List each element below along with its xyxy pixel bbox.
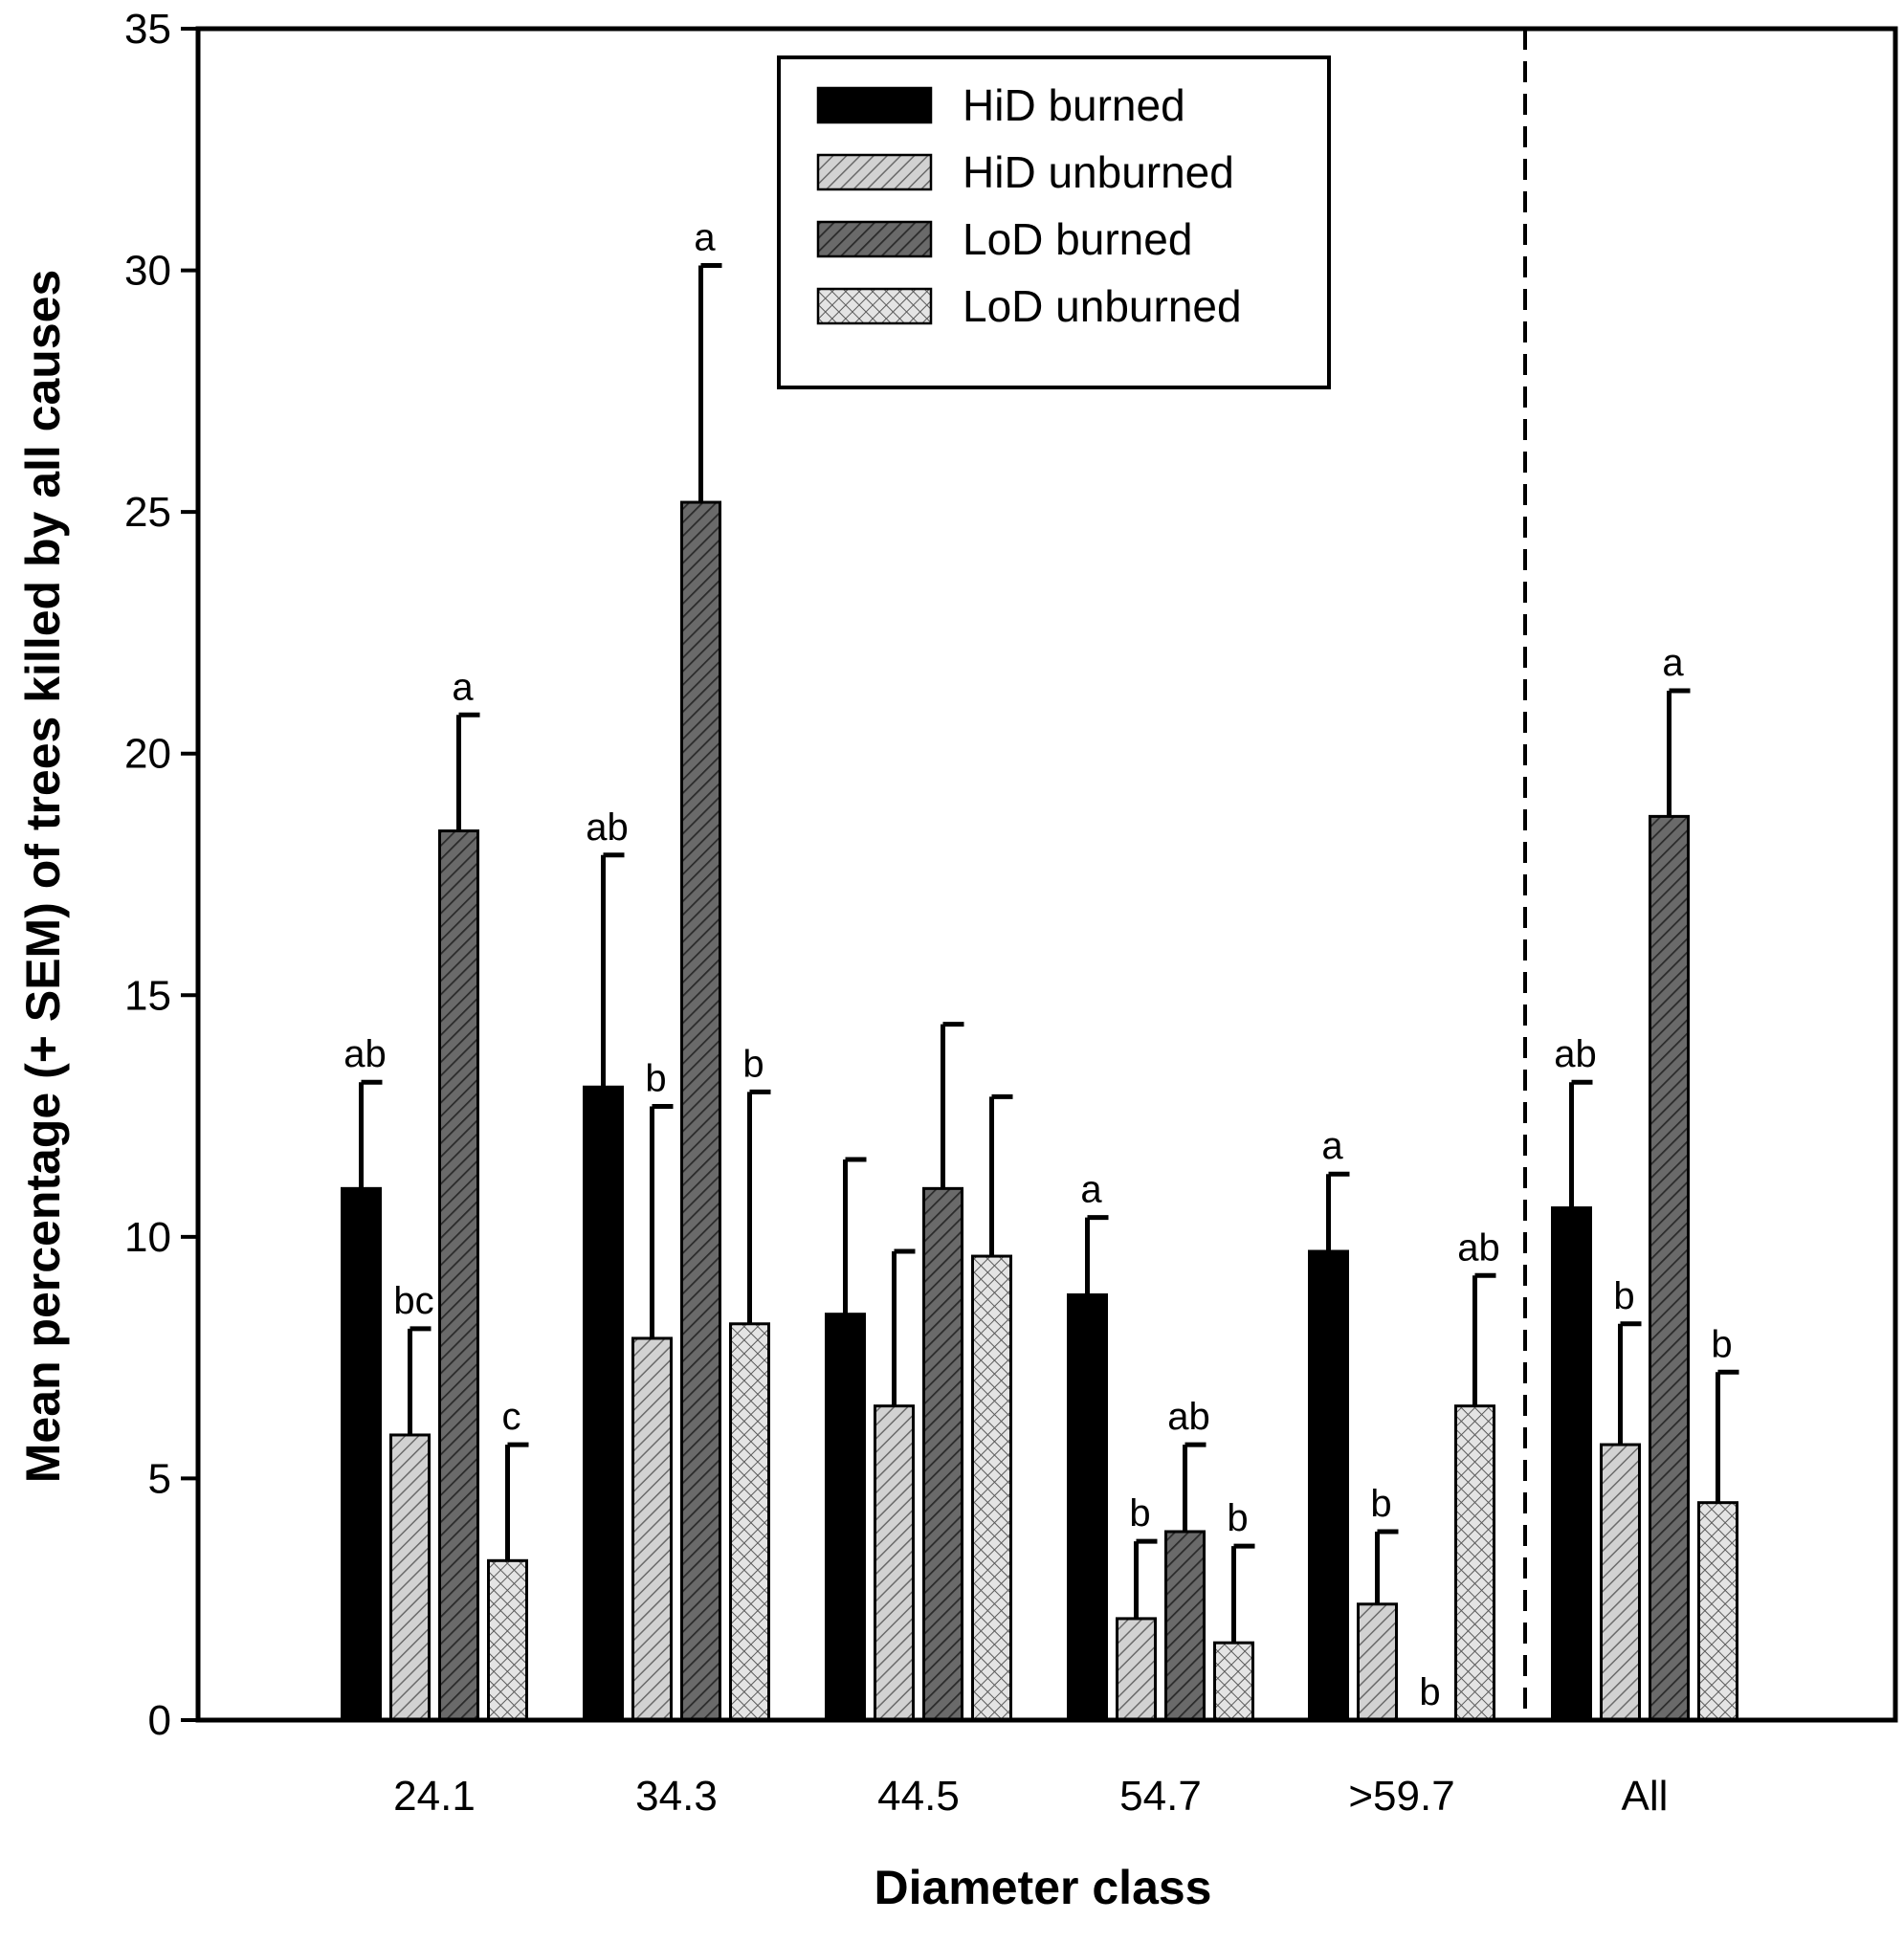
significance-letter: b xyxy=(742,1043,764,1085)
bar-hid-burned-44-5 xyxy=(825,1313,866,1722)
x-tick-label: 24.1 xyxy=(393,1773,476,1820)
x-tick-label: >59.7 xyxy=(1348,1773,1454,1820)
significance-letter: ab xyxy=(586,806,629,849)
y-axis: 0 5 10 15 20 25 30 35 xyxy=(124,6,198,1744)
legend-label: HiD unburned xyxy=(963,147,1234,197)
legend: HiD burned HiD unburned LoD burned LoD unbu… xyxy=(777,55,1331,389)
bar-lod-unburned-24-1 xyxy=(487,1558,528,1722)
bar-lod-unburned-44-5 xyxy=(971,1254,1012,1722)
significance-letter: b xyxy=(1227,1497,1248,1539)
bar-lod-unburned-59-7 xyxy=(1454,1404,1495,1722)
legend-label: LoD unburned xyxy=(963,281,1242,331)
legend-label: HiD burned xyxy=(963,80,1185,130)
significance-letter: a xyxy=(1080,1169,1102,1211)
bar-hid-unburned-59-7 xyxy=(1357,1602,1398,1722)
significance-letter: a xyxy=(694,217,716,259)
x-axis-title: Diameter class xyxy=(874,1861,1211,1914)
bar-hid-unburned-34-3 xyxy=(631,1336,673,1722)
plot-frame xyxy=(195,26,1898,1723)
x-axis: 24.1 34.3 44.5 54.7 >59.7 All xyxy=(393,1773,1668,1820)
legend-swatch-lod-unburned xyxy=(816,287,933,325)
bars-layer: ab ab a a ab bc b b b b a a ab b a c b b ab b xyxy=(341,217,1739,1722)
x-tick-label: 34.3 xyxy=(635,1773,718,1820)
significance-letter: ab xyxy=(1167,1396,1210,1438)
bar-hid-unburned-54-7 xyxy=(1116,1617,1157,1722)
bar-lod-burned-54-7 xyxy=(1164,1530,1206,1722)
bar-hid-burned-54-7 xyxy=(1067,1292,1108,1722)
x-tick-label: 44.5 xyxy=(877,1773,960,1820)
significance-letter: ab xyxy=(343,1033,387,1075)
legend-swatch-hid-unburned xyxy=(816,153,933,191)
significance-letter: b xyxy=(1711,1323,1732,1365)
y-axis-title: Mean percentage (+ SEM) of trees killed … xyxy=(16,270,70,1484)
y-tick-label: 5 xyxy=(148,1455,171,1502)
x-tick-label: All xyxy=(1622,1773,1669,1820)
bar-hid-unburned-44-5 xyxy=(874,1404,915,1722)
bar-lod-unburned-all xyxy=(1697,1501,1738,1722)
bar-lod-burned-44-5 xyxy=(922,1186,963,1722)
significance-letter: a xyxy=(452,666,474,708)
significance-letter: b xyxy=(1129,1492,1150,1535)
bar-hid-burned-24-1 xyxy=(341,1186,382,1722)
bar-hid-burned-59-7 xyxy=(1308,1249,1349,1722)
x-tick-label: 54.7 xyxy=(1119,1773,1202,1820)
bar-lod-burned-all xyxy=(1649,814,1690,1722)
significance-letter: b xyxy=(1419,1671,1440,1713)
significance-letter: a xyxy=(1662,642,1684,684)
bar-hid-unburned-all xyxy=(1600,1443,1641,1722)
bar-lod-burned-24-1 xyxy=(438,829,479,1722)
legend-swatch-lod-burned xyxy=(816,220,933,258)
bar-lod-burned-34-3 xyxy=(680,500,721,1722)
legend-swatch-hid-burned xyxy=(816,86,933,124)
y-tick-label: 35 xyxy=(124,6,171,53)
significance-letter: a xyxy=(1321,1125,1343,1167)
legend-label: LoD burned xyxy=(963,214,1192,264)
y-tick-label: 30 xyxy=(124,248,171,295)
bar-lod-unburned-34-3 xyxy=(729,1322,770,1722)
bar-hid-unburned-24-1 xyxy=(389,1433,431,1722)
bar-hid-burned-34-3 xyxy=(583,1085,624,1722)
y-tick-label: 15 xyxy=(124,972,171,1019)
bar-lod-unburned-54-7 xyxy=(1213,1641,1254,1722)
y-tick-label: 10 xyxy=(124,1214,171,1261)
y-tick-label: 0 xyxy=(148,1697,171,1744)
y-tick-label: 25 xyxy=(124,489,171,536)
significance-letter: ab xyxy=(1457,1226,1500,1269)
bar-hid-burned-all xyxy=(1551,1206,1592,1722)
significance-letter: c xyxy=(502,1396,521,1438)
significance-letter: b xyxy=(1370,1483,1391,1525)
significance-letter: b xyxy=(1613,1275,1634,1317)
significance-letter: ab xyxy=(1554,1033,1597,1075)
significance-letter: b xyxy=(645,1057,666,1099)
y-tick-label: 20 xyxy=(124,731,171,778)
significance-letter: bc xyxy=(393,1280,433,1322)
